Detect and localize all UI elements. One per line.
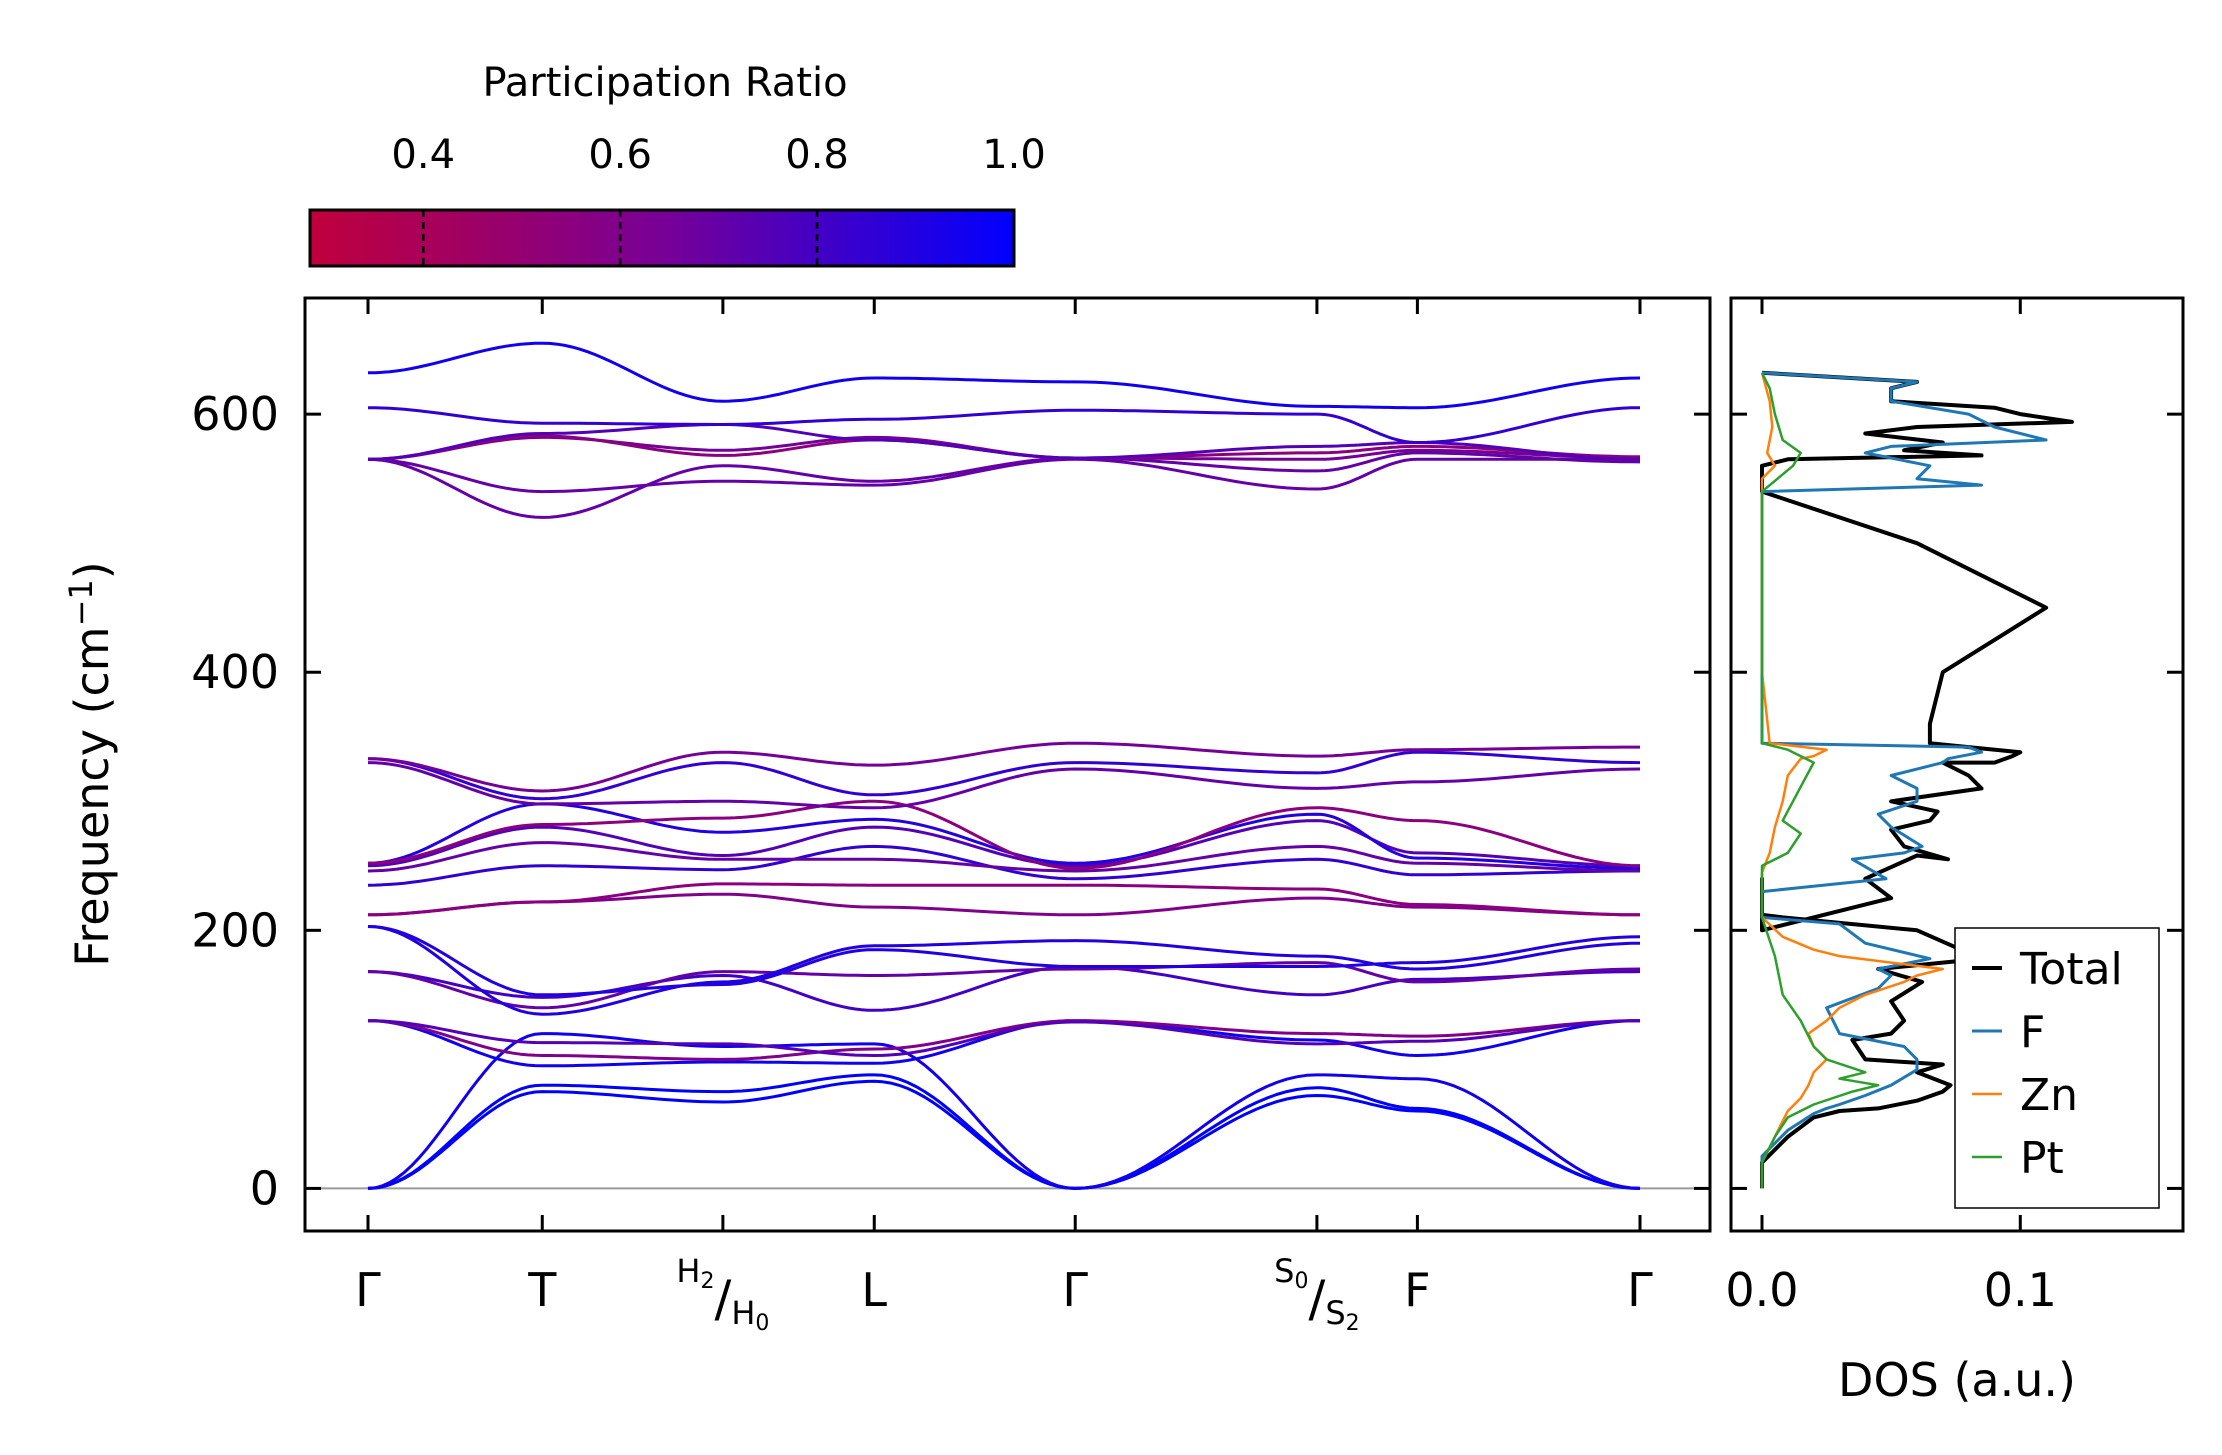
dos-x-axis-title: DOS (a.u.) <box>1838 1353 2076 1407</box>
band-line-optic-18 <box>367 761 1641 810</box>
band-line-acoustic-1 <box>367 1079 1641 1190</box>
band-line-optic-27 <box>367 341 1641 410</box>
band-line-optic-4 <box>367 1019 1641 1068</box>
band-line-acoustic-3 <box>367 1032 1641 1190</box>
dos-line-f <box>1760 371 2048 1189</box>
colorbar-title: Participation Ratio <box>482 60 847 106</box>
legend-label-zn: Zn <box>2020 1070 2078 1121</box>
band-y-axis-title: Frequency (cm−1) <box>62 561 119 966</box>
band-plot-frame <box>303 296 1712 1233</box>
dos-legend: Total F Zn Pt <box>1954 927 2160 1209</box>
band-line-optic-7 <box>367 965 1641 1012</box>
x-tick-label: Γ <box>1627 1263 1653 1317</box>
band-line-optic-12 <box>368 882 1640 917</box>
phonon-bands <box>367 341 1641 1190</box>
dos-panel: 0.0 0.1 DOS (a.u.) Total F Zn Pt <box>1725 296 2185 1407</box>
band-line-optic-25 <box>367 423 1641 461</box>
band-line-optic-13 <box>367 844 1640 887</box>
colorbar-ticks: 0.4 0.6 0.8 1.0 <box>391 132 1046 266</box>
dos-x-tick-label: 0.1 <box>1984 1263 2057 1317</box>
x-tick-label: L <box>861 1263 887 1317</box>
band-x-ticks: Γ T H2/H0 L Γ S0/S2 F Γ <box>355 298 1653 1336</box>
band-line-optic-6 <box>368 1019 1640 1057</box>
colorbar-tick-label: 0.6 <box>588 132 652 178</box>
x-tick-label: Γ <box>355 1263 381 1317</box>
band-line-optic-17 <box>367 799 1641 870</box>
y-tick-label: 200 <box>191 903 279 957</box>
band-line-optic-14 <box>367 841 1641 873</box>
y-tick-label: 0 <box>250 1161 279 1215</box>
x-tick-label: T <box>527 1263 557 1317</box>
band-line-optic-8 <box>367 961 1641 1010</box>
band-line-acoustic-2 <box>367 1073 1641 1190</box>
y-tick-label: 600 <box>191 387 279 441</box>
legend-label-total: Total <box>2019 944 2123 995</box>
band-line-optic-15 <box>367 819 1641 868</box>
legend-label-f: F <box>2020 1007 2045 1058</box>
band-structure-panel: 0 200 400 600 Γ T H2/H0 L Γ S0/S2 F Γ Frequency (c… <box>62 296 1712 1336</box>
colorbar-tick-label: 1.0 <box>982 132 1046 178</box>
band-line-optic-21 <box>367 457 1640 494</box>
band-line-optic-9 <box>367 925 1641 997</box>
band-line-optic-5 <box>367 1019 1640 1061</box>
legend-label-pt: Pt <box>2020 1133 2064 1184</box>
band-y-ticks: 0 200 400 600 <box>191 387 1710 1215</box>
y-tick-label: 400 <box>191 645 279 699</box>
band-line-optic-20 <box>367 741 1640 793</box>
band-line-optic-16 <box>367 802 1641 870</box>
x-tick-label-fraction: S0/S2 <box>1274 1252 1359 1336</box>
band-line-optic-22 <box>367 451 1641 519</box>
band-line-optic-26 <box>367 406 1641 444</box>
dos-curves <box>1760 370 2074 1189</box>
dos-plot-frame <box>1729 296 2185 1233</box>
dos-y-ticks <box>1731 412 2183 1190</box>
colorbar-tick-label: 0.4 <box>391 132 455 178</box>
band-line-optic-10 <box>367 925 1641 1016</box>
colorbar-gradient <box>308 208 1016 268</box>
colorbar-tick-label: 0.8 <box>785 132 849 178</box>
band-line-optic-19 <box>367 750 1641 801</box>
x-tick-label: F <box>1404 1263 1430 1317</box>
dos-line-pt <box>1760 372 1880 1189</box>
x-tick-label: Γ <box>1062 1263 1088 1317</box>
x-tick-label-fraction: H2/H0 <box>676 1252 769 1336</box>
colorbar: Participation Ratio 0.4 0.6 0.8 1.0 <box>308 60 1046 268</box>
dos-x-tick-label: 0.0 <box>1725 1263 1798 1317</box>
dos-x-ticks: 0.0 0.1 <box>1725 298 2057 1317</box>
legend-frame <box>1954 927 2160 1209</box>
